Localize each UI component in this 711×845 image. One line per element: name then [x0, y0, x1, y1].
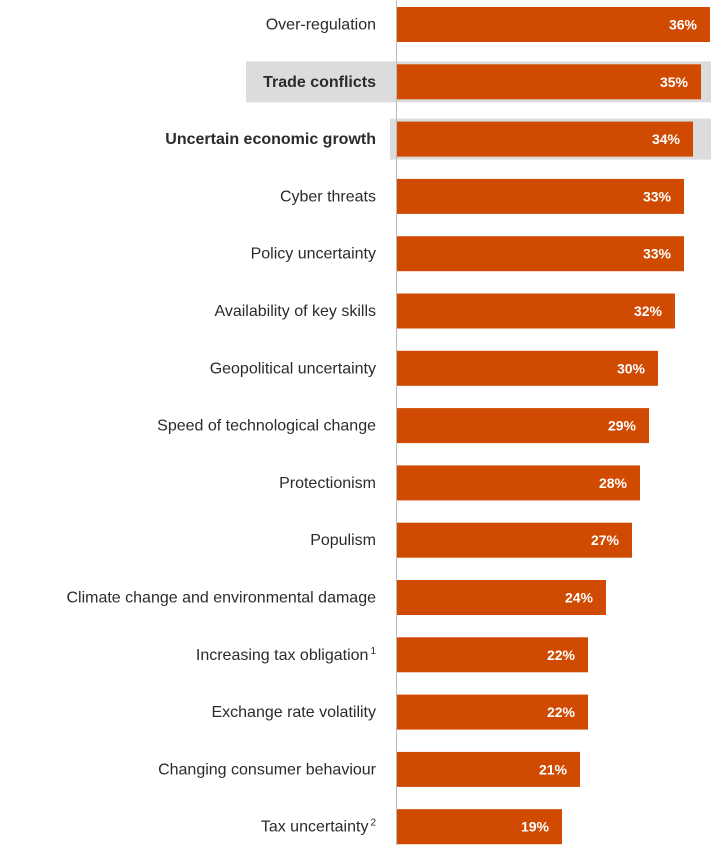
bar-value-label: 27% — [591, 532, 620, 548]
category-label: Trade conflicts — [263, 74, 376, 91]
bar-value-label: 22% — [547, 704, 576, 720]
bar — [397, 7, 710, 42]
category-label: Climate change and environmental damage — [66, 590, 376, 607]
bar-value-label: 29% — [608, 418, 637, 434]
bar — [397, 465, 640, 501]
bar-value-label: 35% — [660, 74, 689, 90]
category-label: Policy uncertainty — [251, 246, 376, 263]
bar-value-label: 19% — [521, 819, 550, 835]
footnote-marker: 2 — [370, 818, 376, 829]
category-label: Uncertain economic growth — [165, 131, 376, 148]
category-label: Protectionism — [279, 475, 376, 492]
bar — [397, 64, 701, 100]
bar — [397, 178, 684, 214]
category-label: Tax uncertainty 2 — [261, 818, 377, 836]
bar — [397, 408, 649, 444]
category-label: Cyber threats — [280, 188, 376, 205]
bar-value-label: 34% — [652, 131, 681, 147]
bar — [397, 293, 675, 329]
bar-value-label: 30% — [617, 360, 646, 376]
footnote-marker: 1 — [370, 646, 376, 657]
bar — [397, 350, 658, 386]
bar — [397, 580, 606, 615]
bar-value-label: 24% — [565, 590, 594, 606]
bar-value-label: 32% — [634, 303, 663, 319]
bars-layer: 36% 35% 34% 33% 33% 32% 30% 29% 28% 27% 24% 22% 22% 2… — [397, 7, 710, 845]
bar — [397, 236, 684, 272]
category-label: Over-regulation — [266, 17, 376, 34]
category-label: Speed of technological change — [157, 418, 376, 435]
bar — [397, 751, 580, 787]
category-label: Exchange rate volatility — [211, 704, 376, 721]
bar-value-label: 33% — [643, 246, 672, 262]
bar — [397, 694, 588, 730]
bar — [397, 809, 562, 845]
bar-value-label: 36% — [669, 17, 698, 33]
bar — [397, 522, 632, 558]
bar-value-label: 21% — [539, 761, 568, 777]
bar-value-label: 22% — [547, 647, 576, 663]
category-label: Increasing tax obligation 1 — [196, 646, 377, 664]
category-label: Geopolitical uncertainty — [210, 360, 376, 377]
bar — [397, 121, 693, 157]
category-label: Populism — [310, 532, 376, 549]
category-label: Changing consumer behaviour — [158, 761, 377, 778]
category-label: Availability of key skills — [214, 303, 376, 320]
bar-value-label: 28% — [599, 475, 628, 491]
bar — [397, 637, 588, 673]
bar-value-label: 33% — [643, 188, 672, 204]
category-labels-layer: Over-regulation Trade conflicts Uncertain … — [66, 17, 376, 836]
